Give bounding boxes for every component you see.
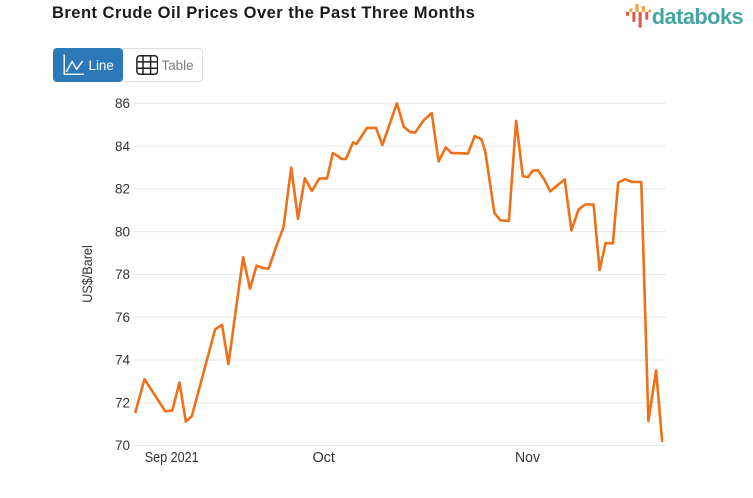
- svg-text:80: 80: [115, 224, 130, 239]
- svg-text:84: 84: [115, 139, 131, 154]
- svg-text:Oct: Oct: [312, 450, 335, 466]
- svg-text:72: 72: [115, 395, 130, 410]
- svg-text:Sep 2021: Sep 2021: [145, 450, 199, 466]
- svg-text:US$/Barel: US$/Barel: [79, 245, 95, 303]
- svg-text:82: 82: [115, 182, 130, 197]
- svg-text:86: 86: [115, 96, 130, 111]
- svg-text:76: 76: [115, 310, 130, 325]
- svg-text:Nov: Nov: [515, 450, 541, 466]
- svg-text:70: 70: [115, 438, 130, 453]
- svg-text:78: 78: [115, 267, 130, 282]
- svg-text:74: 74: [115, 353, 131, 368]
